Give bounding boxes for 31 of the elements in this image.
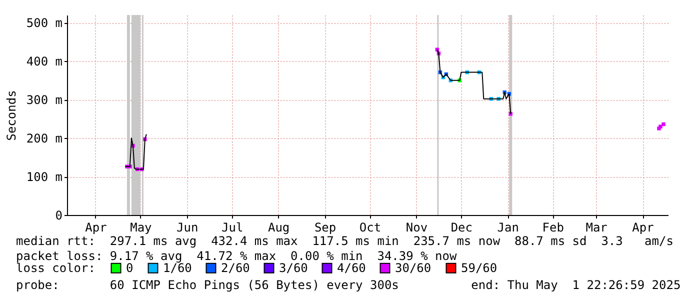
y-axis-title: Seconds xyxy=(4,90,18,141)
x-tick-label: May xyxy=(130,220,152,234)
y-tick-label: 200 m xyxy=(26,132,62,146)
y-tick-label: 500 m xyxy=(26,16,62,30)
x-tick-label: Jan xyxy=(497,220,519,234)
x-tick-label: Sep xyxy=(314,220,336,234)
y-tick-label: 100 m xyxy=(26,170,62,184)
x-tick-label: Aug xyxy=(268,220,290,234)
x-tick-label: Jun xyxy=(176,220,198,234)
y-tick-label: 300 m xyxy=(26,93,62,108)
legend-title: loss color: xyxy=(16,261,96,275)
legend-label: 2/60 xyxy=(221,261,250,276)
x-tick-label: Nov xyxy=(406,220,428,234)
x-tick-label: Dec xyxy=(450,220,473,234)
text: median rtt: 297.1 ms avg 432.4 ms max 117.5 ms min 235.7 ms now 88.7 ms sd 3.3 am/s xyxy=(16,234,674,248)
x-tick-label: Apr xyxy=(85,220,107,234)
y-tick-label: 0 xyxy=(55,208,62,222)
x-tick-label: Jul xyxy=(222,220,244,234)
legend-label: 3/60 xyxy=(279,261,308,276)
legend-label: 4/60 xyxy=(337,261,366,276)
x-tick-label: Mar xyxy=(586,220,608,234)
legend-label: 0 xyxy=(126,261,134,276)
y-tick-label: 400 m xyxy=(26,54,62,69)
legend-label: 30/60 xyxy=(395,261,432,276)
x-tick-label: Feb xyxy=(542,220,564,234)
point xyxy=(662,122,666,126)
x-tick-label: Apr xyxy=(632,220,654,234)
text: probe: 60 ICMP Echo Pings (56 Bytes) every 300s end: Thu May 1 22:26:59 2025 xyxy=(16,278,681,292)
text: packet loss: 9.17 % avg 41.72 % max 0.00 % min 34.39 % now xyxy=(16,248,457,262)
legend-label: 59/60 xyxy=(461,261,498,276)
x-tick-label: Oct xyxy=(359,220,382,234)
